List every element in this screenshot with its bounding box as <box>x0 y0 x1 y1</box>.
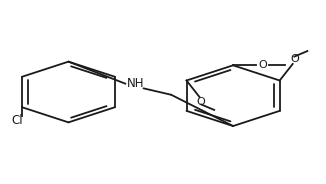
Text: O: O <box>197 97 206 107</box>
Text: O: O <box>258 60 267 70</box>
Text: NH: NH <box>126 77 144 90</box>
Text: O: O <box>290 54 299 64</box>
Text: Cl: Cl <box>11 114 23 127</box>
